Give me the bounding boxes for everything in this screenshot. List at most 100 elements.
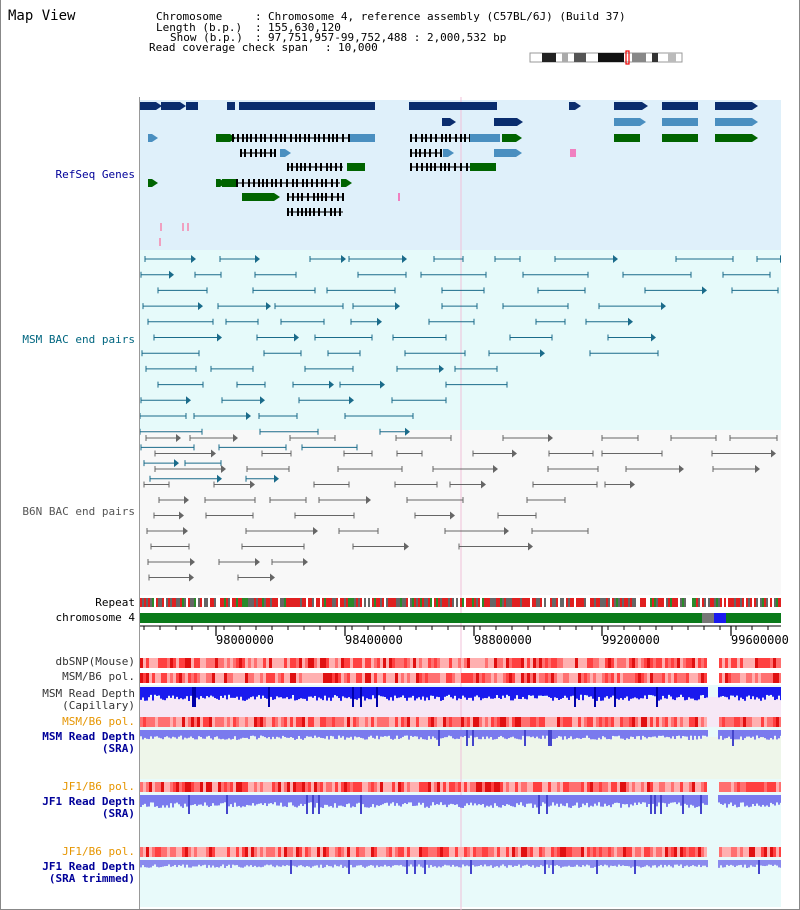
exon <box>416 163 418 171</box>
heat-cell <box>320 717 323 727</box>
depth-bar <box>698 860 700 865</box>
bac-arrow <box>211 449 216 458</box>
heat-cell <box>506 717 509 727</box>
depth-bar <box>410 730 412 736</box>
depth-bar <box>336 687 338 697</box>
chromosome-ideogram[interactable] <box>528 50 688 66</box>
depth-bar <box>178 687 180 700</box>
depth-bar <box>700 795 702 814</box>
heat-cell <box>170 673 173 683</box>
heat-cell <box>341 658 344 668</box>
heat-cell <box>281 717 284 727</box>
depth-bar <box>168 687 170 696</box>
depth-bar <box>618 860 620 865</box>
depth-bar <box>164 730 166 738</box>
heat-cell <box>338 658 341 668</box>
depth-bar <box>182 795 184 808</box>
heat-cell <box>299 847 302 857</box>
depth-bar <box>168 860 170 865</box>
heat-cell <box>494 847 497 857</box>
depth-bar <box>768 795 770 807</box>
heat-cell <box>605 782 608 792</box>
heat-cell <box>551 717 554 727</box>
depth-bar <box>182 687 184 700</box>
repeat-cell <box>774 598 776 607</box>
depth-bar <box>698 730 700 737</box>
heat-cell <box>506 658 509 668</box>
repeat-cell <box>204 598 206 607</box>
exon <box>287 208 289 216</box>
depth-bar <box>232 795 234 808</box>
exon <box>260 149 262 157</box>
repeat-cell <box>568 598 570 607</box>
depth-bar <box>234 687 236 698</box>
exon <box>300 163 302 171</box>
heat-cell <box>563 717 566 727</box>
repeat-cell <box>480 598 482 607</box>
heat-cell <box>329 847 332 857</box>
depth-bar <box>780 795 781 803</box>
depth-bar <box>144 795 146 804</box>
gene-arrow <box>346 179 352 187</box>
depth-bar <box>606 730 608 740</box>
heat-cell <box>359 717 362 727</box>
depth-bar <box>772 860 774 866</box>
depth-bar <box>618 795 620 804</box>
heat-cell <box>533 658 536 668</box>
repeat-cell <box>380 598 382 607</box>
heat-cell <box>686 782 689 792</box>
b6n-bac-features[interactable] <box>143 434 778 582</box>
depth-bar <box>294 687 296 701</box>
depth-bar <box>464 795 466 806</box>
heat-cell <box>527 782 530 792</box>
heat-cell <box>161 782 164 792</box>
heat-cell <box>350 717 353 727</box>
depth-bar <box>202 730 204 739</box>
heat-cell <box>431 717 434 727</box>
heat-cell <box>266 658 269 668</box>
repeat-cell <box>226 598 228 607</box>
heat-cell <box>578 658 581 668</box>
depth-bar <box>420 730 422 738</box>
depth-bar <box>606 687 608 697</box>
depth-bar <box>766 795 768 806</box>
exon <box>237 134 239 142</box>
heat-cell <box>626 658 629 668</box>
repeat-cell <box>300 598 302 607</box>
heat-cell <box>632 717 635 727</box>
refseq-features[interactable] <box>140 102 758 246</box>
depth-bar <box>752 730 754 737</box>
heat-cell <box>551 673 554 683</box>
heat-cell <box>686 847 689 857</box>
repeat-cell <box>670 598 672 607</box>
depth-bar <box>604 795 606 804</box>
depth-bar <box>564 687 566 696</box>
depth-bar <box>264 860 266 866</box>
repeat-cell <box>586 598 588 607</box>
heat-cell <box>320 658 323 668</box>
heat-cell <box>728 673 731 683</box>
depth-bar <box>176 795 178 803</box>
msm-bac-features[interactable] <box>140 255 781 483</box>
heat-cell <box>152 658 155 668</box>
heat-cell <box>197 658 200 668</box>
depth-bar <box>640 687 642 699</box>
exon <box>242 134 244 142</box>
bac-arrow <box>190 558 195 566</box>
heat-cell <box>449 717 452 727</box>
exon <box>426 163 428 171</box>
heat-cell <box>431 847 434 857</box>
depth-bar <box>222 730 224 739</box>
heat-cell <box>335 782 338 792</box>
depth-bar <box>580 860 582 868</box>
depth-bar <box>252 687 254 697</box>
depth-bar <box>176 730 178 739</box>
heat-cell <box>740 782 743 792</box>
track-canvas[interactable] <box>140 97 781 910</box>
depth-bar <box>660 860 662 865</box>
depth-bar <box>256 687 258 697</box>
bac-arrow <box>540 349 545 358</box>
heat-cell <box>596 847 599 857</box>
heat-cell <box>407 782 410 792</box>
depth-bar <box>400 860 402 865</box>
